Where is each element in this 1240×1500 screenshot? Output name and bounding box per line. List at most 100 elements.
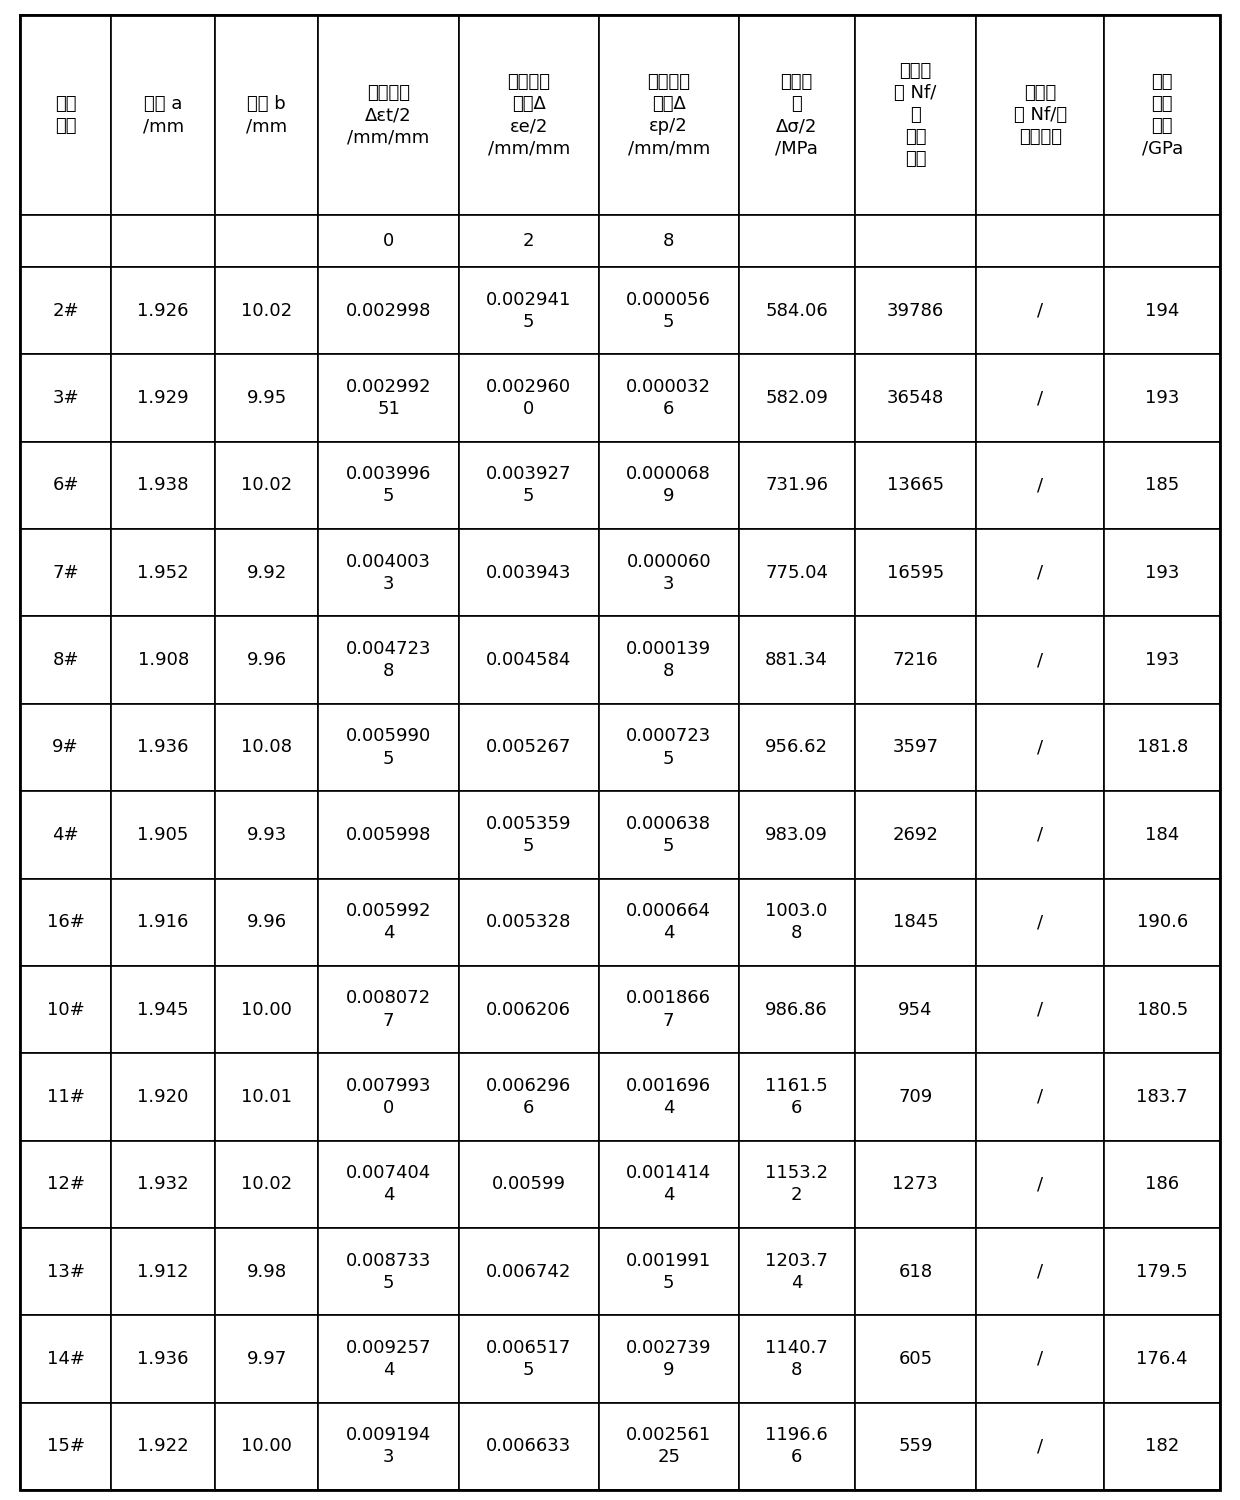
Text: 582.09: 582.09 bbox=[765, 388, 828, 406]
Bar bbox=[215, 530, 319, 616]
Text: 10.02: 10.02 bbox=[241, 477, 293, 495]
Text: 0.002960
0: 0.002960 0 bbox=[486, 378, 572, 419]
Text: /: / bbox=[1037, 477, 1043, 495]
Text: /: / bbox=[1037, 1088, 1043, 1106]
Text: 0.008733
5: 0.008733 5 bbox=[346, 1251, 432, 1292]
Bar bbox=[20, 441, 112, 530]
Bar bbox=[319, 530, 459, 616]
Bar bbox=[459, 966, 599, 1053]
Text: 16#: 16# bbox=[47, 914, 84, 932]
Text: 16595: 16595 bbox=[887, 564, 944, 582]
Text: /: / bbox=[1037, 914, 1043, 932]
Bar bbox=[319, 616, 459, 704]
Bar bbox=[739, 530, 854, 616]
Bar bbox=[1105, 1053, 1220, 1140]
Text: 185: 185 bbox=[1145, 477, 1179, 495]
Bar bbox=[739, 704, 854, 791]
Text: 9.95: 9.95 bbox=[247, 388, 286, 406]
Bar bbox=[112, 879, 215, 966]
Text: 0.005998: 0.005998 bbox=[346, 827, 432, 844]
Text: /: / bbox=[1037, 302, 1043, 320]
Bar bbox=[739, 1053, 854, 1140]
Text: 194: 194 bbox=[1145, 302, 1179, 320]
Text: 193: 193 bbox=[1145, 388, 1179, 406]
Bar bbox=[739, 214, 854, 267]
Bar bbox=[1105, 879, 1220, 966]
Text: 0.003927
5: 0.003927 5 bbox=[486, 465, 572, 506]
Bar bbox=[976, 354, 1105, 441]
Bar bbox=[459, 1228, 599, 1316]
Text: 2: 2 bbox=[523, 232, 534, 250]
Text: 0.000068
9: 0.000068 9 bbox=[626, 465, 711, 506]
Text: 1.945: 1.945 bbox=[138, 1000, 188, 1018]
Text: 10.02: 10.02 bbox=[241, 1176, 293, 1194]
Bar bbox=[854, 1053, 976, 1140]
Bar bbox=[739, 1402, 854, 1490]
Text: 0.000638
5: 0.000638 5 bbox=[626, 815, 712, 855]
Text: 动态
弹性
模量
/GPa: 动态 弹性 模量 /GPa bbox=[1142, 72, 1183, 158]
Bar bbox=[1105, 214, 1220, 267]
Text: 1.908: 1.908 bbox=[138, 651, 188, 669]
Text: 954: 954 bbox=[898, 1000, 932, 1018]
Text: 179.5: 179.5 bbox=[1136, 1263, 1188, 1281]
Text: 0.002739
9: 0.002739 9 bbox=[626, 1340, 712, 1378]
Bar bbox=[1105, 530, 1220, 616]
Text: 986.86: 986.86 bbox=[765, 1000, 828, 1018]
Text: 193: 193 bbox=[1145, 564, 1179, 582]
Text: 709: 709 bbox=[898, 1088, 932, 1106]
Text: 9.96: 9.96 bbox=[247, 651, 286, 669]
Bar bbox=[976, 1053, 1105, 1140]
Bar bbox=[1105, 354, 1220, 441]
Bar bbox=[599, 879, 739, 966]
Text: 试样
编号: 试样 编号 bbox=[55, 94, 77, 135]
Bar bbox=[215, 1053, 319, 1140]
Text: 13#: 13# bbox=[47, 1263, 84, 1281]
Bar bbox=[739, 267, 854, 354]
Text: 0.002992
51: 0.002992 51 bbox=[346, 378, 432, 419]
Bar bbox=[976, 1316, 1105, 1402]
Bar bbox=[319, 704, 459, 791]
Bar bbox=[854, 1228, 976, 1316]
Bar bbox=[599, 354, 739, 441]
Bar bbox=[112, 441, 215, 530]
Bar bbox=[599, 1228, 739, 1316]
Text: 10.02: 10.02 bbox=[241, 302, 293, 320]
Bar bbox=[976, 214, 1105, 267]
Bar bbox=[112, 616, 215, 704]
Text: 0.006296
6: 0.006296 6 bbox=[486, 1077, 572, 1118]
Bar bbox=[215, 1228, 319, 1316]
Bar bbox=[459, 790, 599, 879]
Text: 39786: 39786 bbox=[887, 302, 944, 320]
Bar bbox=[976, 1402, 1105, 1490]
Text: 0.003943: 0.003943 bbox=[486, 564, 572, 582]
Text: 0.001414
4: 0.001414 4 bbox=[626, 1164, 712, 1204]
Text: 1.926: 1.926 bbox=[138, 302, 188, 320]
Bar bbox=[459, 354, 599, 441]
Bar bbox=[976, 267, 1105, 354]
Bar bbox=[599, 1402, 739, 1490]
Bar bbox=[20, 704, 112, 791]
Text: 0.008072
7: 0.008072 7 bbox=[346, 990, 432, 1029]
Bar bbox=[319, 966, 459, 1053]
Bar bbox=[459, 1402, 599, 1490]
Text: /: / bbox=[1037, 1176, 1043, 1194]
Text: 183.7: 183.7 bbox=[1136, 1088, 1188, 1106]
Bar bbox=[215, 214, 319, 267]
Bar bbox=[20, 1053, 112, 1140]
Bar bbox=[459, 1053, 599, 1140]
Bar bbox=[599, 704, 739, 791]
Bar bbox=[112, 1053, 215, 1140]
Bar bbox=[319, 354, 459, 441]
Bar bbox=[854, 1402, 976, 1490]
Text: 13665: 13665 bbox=[887, 477, 944, 495]
Bar bbox=[854, 354, 976, 441]
Bar bbox=[459, 530, 599, 616]
Bar bbox=[599, 1140, 739, 1228]
Text: /: / bbox=[1037, 388, 1043, 406]
Text: /: / bbox=[1037, 651, 1043, 669]
Text: 11#: 11# bbox=[47, 1088, 84, 1106]
Text: 190.6: 190.6 bbox=[1137, 914, 1188, 932]
Bar bbox=[459, 704, 599, 791]
Bar bbox=[854, 441, 976, 530]
Text: 2#: 2# bbox=[52, 302, 79, 320]
